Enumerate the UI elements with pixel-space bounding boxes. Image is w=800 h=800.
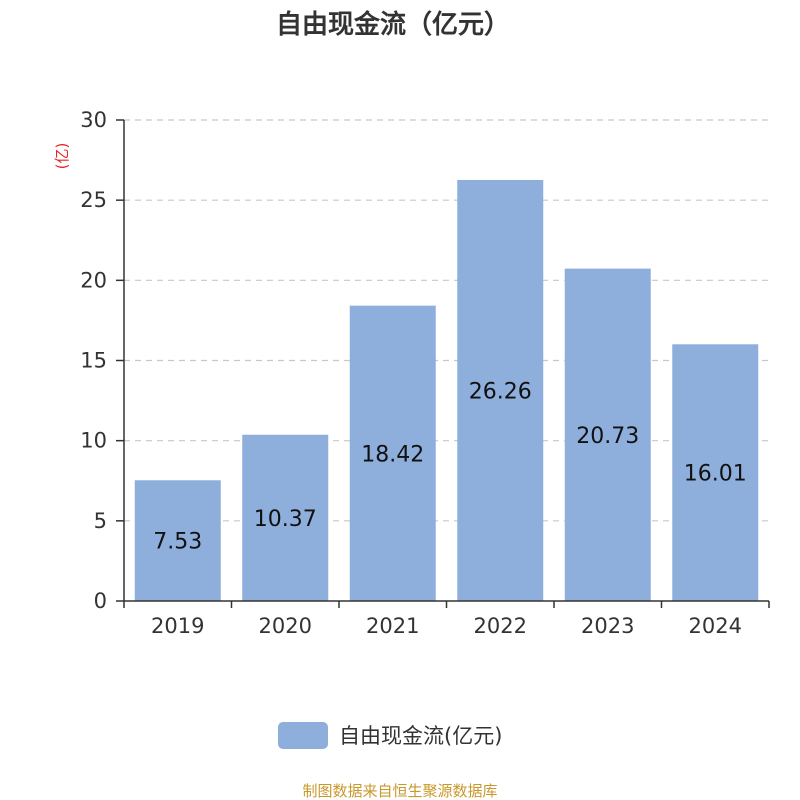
grid-lines [124, 119, 769, 522]
axes: 0 5 10 15 20 25 30 2019 2020 2021 2022 2023 2024 [80, 108, 770, 638]
bar-2019[interactable] [134, 480, 221, 601]
x-tick-label: 2022 [474, 614, 527, 638]
y-tick-label: 10 [80, 429, 107, 453]
legend[interactable]: 自由现金流(亿元) [278, 722, 502, 749]
chart-title: 自由现金流（亿元） [276, 9, 510, 40]
bar-2024[interactable] [672, 344, 759, 601]
y-tick-label: 5 [94, 509, 107, 533]
y-tick-label: 20 [80, 268, 107, 292]
x-tick-label: 2023 [581, 614, 634, 638]
legend-label[interactable]: 自由现金流(亿元) [339, 724, 502, 748]
source-note: 制图数据来自恒生聚源数据库 [302, 782, 497, 800]
data-label-2021: 18.42 [361, 442, 424, 467]
y-tick-label: 30 [80, 108, 107, 132]
x-tick-label: 2024 [689, 614, 742, 638]
bar-2023[interactable] [564, 268, 651, 601]
data-label-2024: 16.01 [684, 462, 747, 487]
bar-2022[interactable] [457, 179, 544, 601]
data-label-2019: 7.53 [153, 530, 202, 555]
x-tick-label: 2019 [151, 614, 204, 638]
data-label-2022: 26.26 [469, 379, 532, 404]
bar-2020[interactable] [242, 434, 329, 601]
x-tick-label: 2020 [259, 614, 312, 638]
y-tick-label: 15 [80, 349, 107, 373]
legend-swatch[interactable] [278, 722, 328, 749]
y-tick-label: 0 [94, 589, 107, 613]
bars [134, 179, 759, 601]
data-label-2020: 10.37 [254, 507, 317, 532]
data-labels: 7.53 10.37 18.42 26.26 20.73 16.01 [153, 379, 746, 554]
data-label-2023: 20.73 [576, 424, 639, 449]
y-tick-label: 25 [80, 188, 107, 212]
y-unit-label: (亿) [53, 143, 71, 170]
bar-2021[interactable] [349, 305, 436, 601]
x-tick-label: 2021 [366, 614, 419, 638]
